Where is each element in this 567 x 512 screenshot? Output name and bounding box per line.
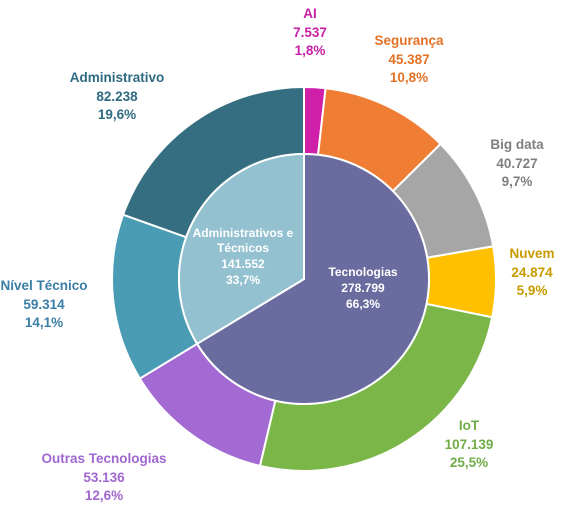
label-value-tecnologias: 278.799 — [341, 281, 385, 295]
label-percent-nuvem: 5,9% — [517, 283, 548, 298]
label-percent-administrativos-e-tecnicos: 33,7% — [226, 273, 260, 287]
label-value-outras-tecnologias: 53.136 — [83, 470, 125, 485]
label-percent-iot: 25,5% — [450, 455, 488, 470]
label-percent-administrativo: 19,6% — [98, 107, 136, 122]
label-value-administrativo: 82.238 — [96, 89, 138, 104]
label-name-nivel-tecnico: Nível Técnico — [0, 278, 87, 293]
label-percent-tecnologias: 66,3% — [346, 297, 380, 311]
label-name-administrativos-e-tecnicos-line1: Administrativos e — [193, 226, 294, 240]
label-name-ai: AI — [303, 6, 317, 21]
label-name-iot: IoT — [459, 418, 480, 433]
label-value-big-data: 40.727 — [496, 156, 537, 171]
label-name-administrativo: Administrativo — [70, 70, 165, 85]
label-value-administrativos-e-tecnicos: 141.552 — [221, 257, 265, 271]
inner-labels: Tecnologias 278.799 66,3% Administrativos e… — [193, 226, 398, 311]
label-name-nuvem: Nuvem — [509, 246, 554, 261]
label-value-nuvem: 24.874 — [511, 265, 553, 280]
slice-tecnologias — [195, 152, 430, 405]
label-percent-nivel-tecnico: 14,1% — [25, 315, 63, 330]
label-name-administrativos-e-tecnicos-line2: Técnicos — [217, 241, 269, 255]
label-name-outras-tecnologias: Outras Tecnologias — [41, 451, 166, 466]
label-value-nivel-tecnico: 59.314 — [23, 297, 65, 312]
outer-labels: AI 7.537 1,8% Segurança 45.387 10,8% Big data 4… — [0, 6, 554, 503]
label-name-big-data: Big data — [490, 137, 544, 152]
label-value-iot: 107.139 — [445, 437, 494, 452]
label-percent-outras-tecnologias: 12,6% — [85, 488, 123, 503]
outer-ring — [111, 85, 497, 472]
inner-ring — [178, 152, 430, 405]
label-percent-ai: 1,8% — [295, 43, 326, 58]
slice-administrativos-e-tecnicos — [178, 152, 305, 346]
label-value-seguranca: 45.387 — [388, 52, 429, 67]
label-value-ai: 7.537 — [293, 25, 327, 40]
label-name-tecnologias: Tecnologias — [328, 265, 397, 279]
label-percent-seguranca: 10,8% — [390, 70, 428, 85]
label-percent-big-data: 9,7% — [502, 174, 533, 189]
label-name-seguranca: Segurança — [374, 33, 444, 48]
